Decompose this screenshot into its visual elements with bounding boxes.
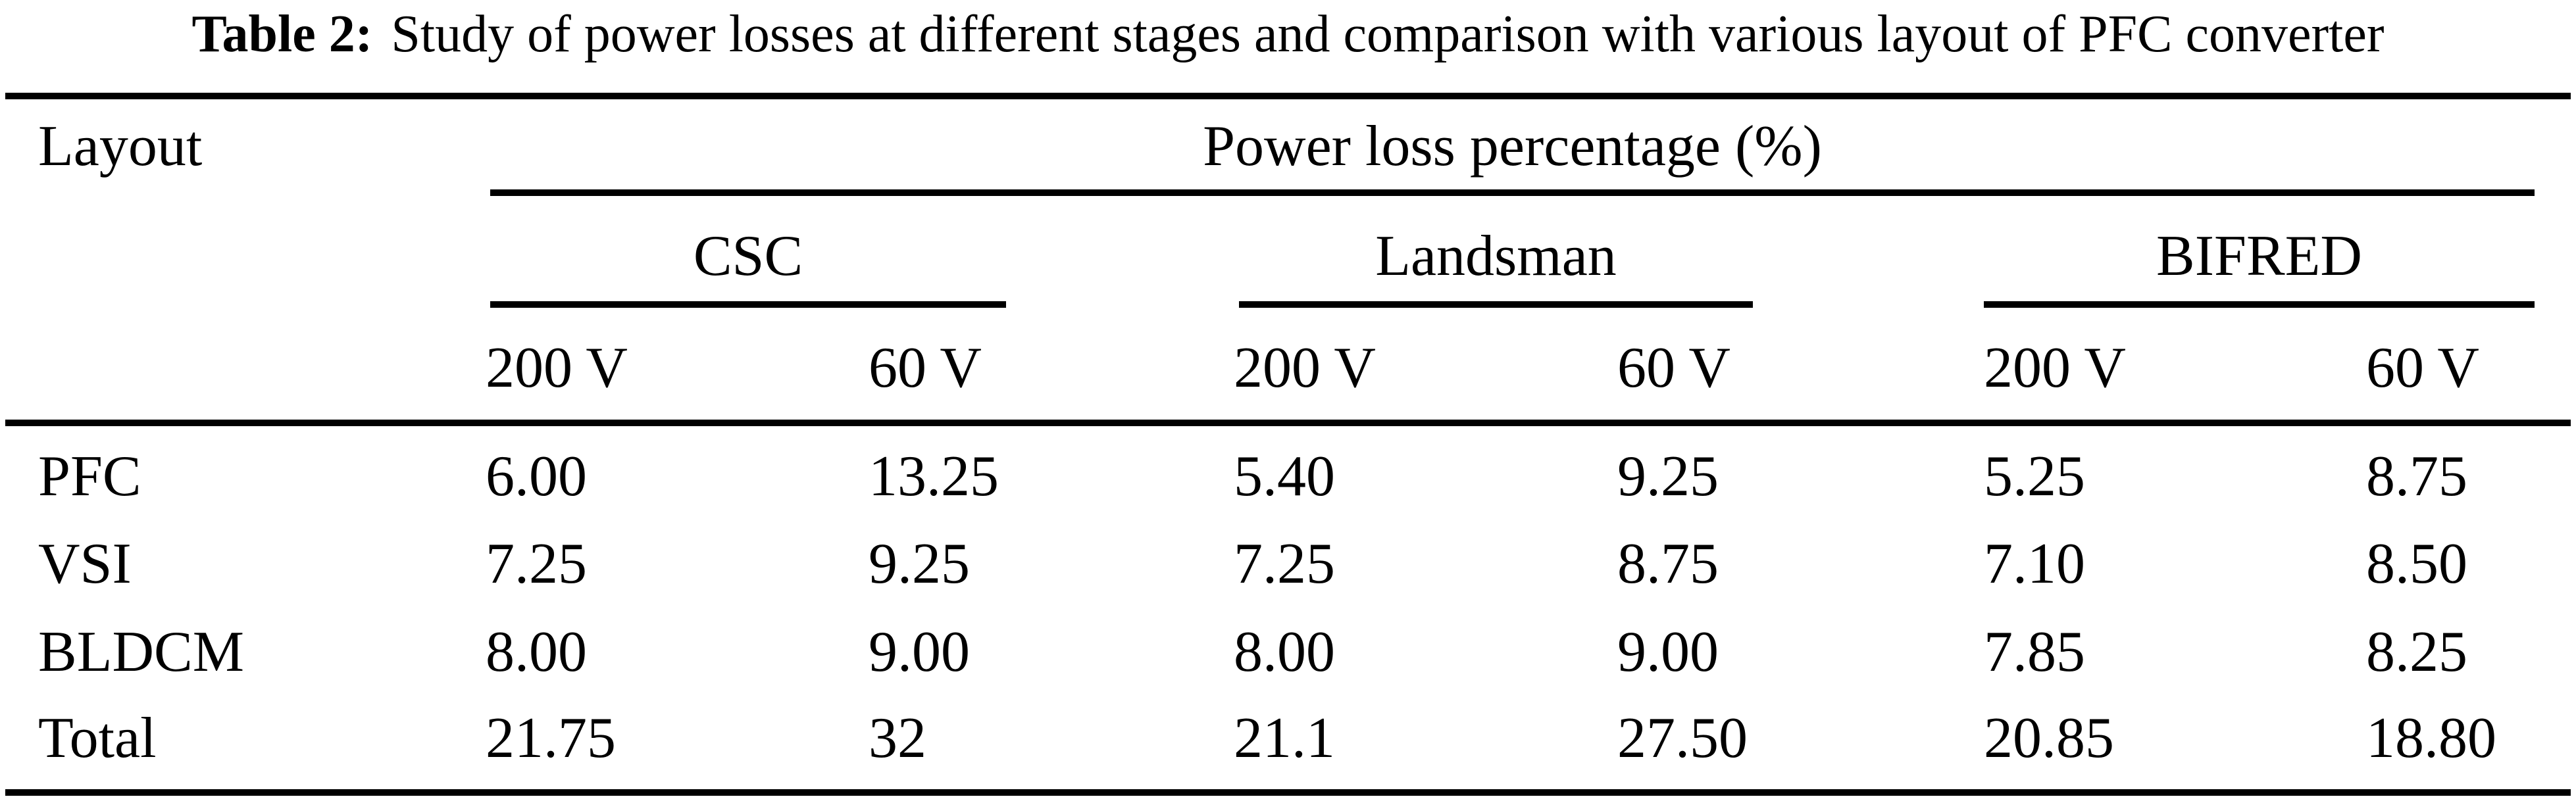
- table-caption: Table 2: Study of power losses at differe…: [0, 5, 2576, 63]
- cell-bldcm-landsman-60v: 9.00: [1617, 620, 1719, 684]
- cell-total-bifred-60v: 18.80: [2366, 706, 2496, 770]
- cell-vsi-csc-200v: 7.25: [486, 532, 587, 596]
- column-header-landsman-200v: 200 V: [1234, 336, 1376, 400]
- cell-total-csc-60v: 32: [869, 706, 926, 770]
- column-header-bifred-200v: 200 V: [1984, 336, 2126, 400]
- row-label-total: Total: [38, 706, 157, 770]
- rule-under-column-headers: [5, 420, 2571, 426]
- header-power-loss-percentage: Power loss percentage (%): [1203, 114, 1822, 178]
- cell-vsi-csc-60v: 9.25: [869, 532, 970, 596]
- cell-pfc-csc-60v: 13.25: [869, 445, 999, 508]
- cell-total-bifred-200v: 20.85: [1984, 706, 2114, 770]
- column-header-landsman-60v: 60 V: [1617, 336, 1730, 400]
- cell-pfc-landsman-60v: 9.25: [1617, 445, 1719, 508]
- rule-top: [5, 93, 2571, 99]
- cell-bldcm-landsman-200v: 8.00: [1234, 620, 1335, 684]
- group-header-csc: CSC: [693, 224, 803, 288]
- cell-vsi-bifred-200v: 7.10: [1984, 532, 2085, 596]
- table-caption-text: Study of power losses at different stage…: [391, 5, 2385, 63]
- cell-pfc-csc-200v: 6.00: [486, 445, 587, 508]
- rule-under-landsman: [1239, 301, 1753, 308]
- cell-vsi-landsman-60v: 8.75: [1617, 532, 1719, 596]
- group-header-bifred: BIFRED: [2156, 224, 2362, 288]
- rule-bottom: [5, 789, 2571, 796]
- cell-bldcm-csc-60v: 9.00: [869, 620, 970, 684]
- table-caption-number: Table 2:: [191, 5, 373, 63]
- cell-pfc-bifred-60v: 8.75: [2366, 445, 2467, 508]
- cell-total-landsman-200v: 21.1: [1234, 706, 1335, 770]
- rule-under-power-loss-header: [490, 189, 2535, 196]
- rule-under-csc: [490, 301, 1006, 308]
- row-label-pfc: PFC: [38, 445, 141, 508]
- cell-pfc-bifred-200v: 5.25: [1984, 445, 2085, 508]
- cell-vsi-bifred-60v: 8.50: [2366, 532, 2467, 596]
- row-label-bldcm: BLDCM: [38, 620, 244, 684]
- cell-pfc-landsman-200v: 5.40: [1234, 445, 1335, 508]
- rule-under-bifred: [1984, 301, 2535, 308]
- header-layout: Layout: [38, 114, 203, 178]
- row-label-vsi: VSI: [38, 532, 132, 596]
- column-header-csc-200v: 200 V: [486, 336, 628, 400]
- group-header-landsman: Landsman: [1375, 224, 1617, 288]
- column-header-bifred-60v: 60 V: [2366, 336, 2479, 400]
- column-header-csc-60v: 60 V: [869, 336, 982, 400]
- cell-bldcm-bifred-200v: 7.85: [1984, 620, 2085, 684]
- cell-total-landsman-60v: 27.50: [1617, 706, 1748, 770]
- cell-vsi-landsman-200v: 7.25: [1234, 532, 1335, 596]
- cell-bldcm-csc-200v: 8.00: [486, 620, 587, 684]
- cell-total-csc-200v: 21.75: [486, 706, 616, 770]
- cell-bldcm-bifred-60v: 8.25: [2366, 620, 2467, 684]
